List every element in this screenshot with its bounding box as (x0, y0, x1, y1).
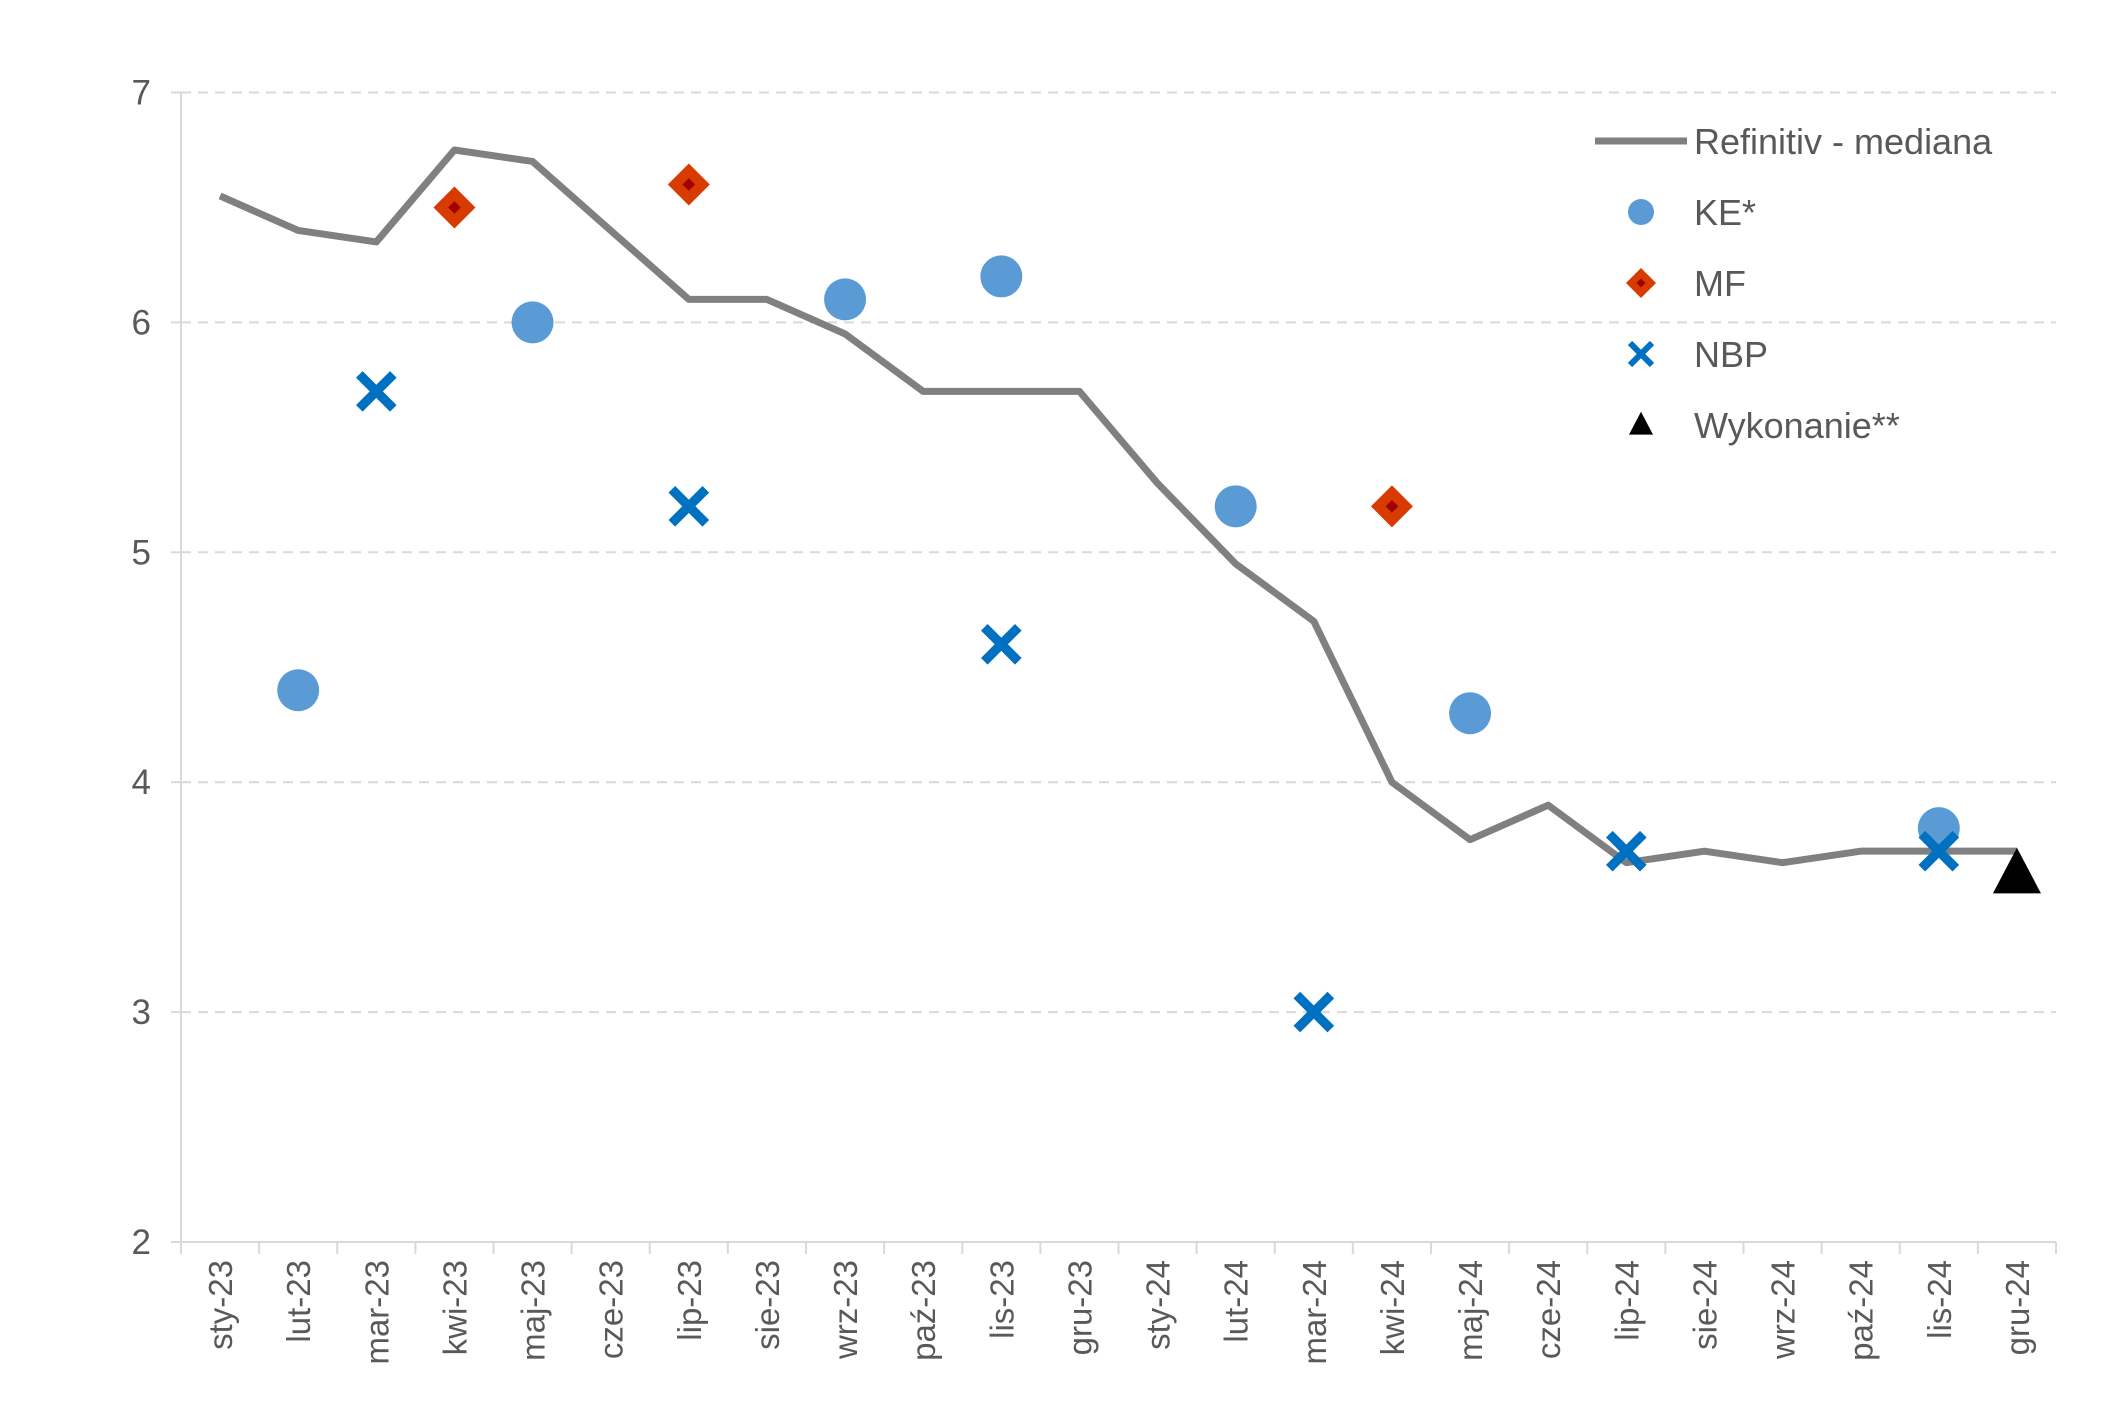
x-tick-label: kwi-23 (436, 1260, 473, 1355)
legend-label-nbp: NBP (1694, 334, 1768, 375)
x-tick-label: maj-23 (515, 1260, 552, 1361)
x-tick-label: lis-23 (983, 1260, 1020, 1339)
x-tick-label: maj-24 (1452, 1260, 1489, 1361)
data-point-mf (433, 186, 476, 229)
data-point-ke (824, 278, 867, 321)
x-tick-label: cze-23 (593, 1260, 630, 1359)
legend-label-mf: MF (1694, 263, 1746, 304)
x-tick-label: kwi-24 (1374, 1260, 1411, 1355)
y-tick-label: 5 (132, 533, 151, 572)
data-point-mf (667, 163, 710, 206)
series-line-refinitiv-mediana (218, 146, 2017, 867)
y-tick-label: 6 (132, 303, 151, 342)
data-point-nbp (356, 371, 397, 412)
x-tick-label: sie-23 (749, 1260, 786, 1350)
data-point-mf-core (448, 201, 461, 214)
data-point-nbp (981, 623, 1022, 665)
legend-marker-mf (1626, 268, 1656, 298)
x-tick-label: gru-23 (1061, 1260, 1098, 1355)
x-tick-label: gru-24 (1999, 1260, 2036, 1355)
legend-marker-ke (1628, 199, 1654, 225)
y-tick-label: 7 (132, 74, 151, 113)
data-point-ke (1449, 692, 1492, 735)
y-tick-label: 2 (132, 1223, 151, 1262)
x-tick-label: mar-24 (1296, 1260, 1333, 1365)
x-tick-label: wrz-23 (827, 1260, 864, 1360)
x-tick-label: sty-23 (202, 1260, 239, 1350)
y-tick-label: 3 (132, 993, 151, 1032)
x-tick-label: cze-24 (1530, 1260, 1567, 1359)
data-point-mf-core (1385, 500, 1399, 513)
data-point-mf (1370, 485, 1413, 528)
data-point-nbp (1293, 991, 1335, 1033)
x-tick-label: lip-24 (1608, 1260, 1645, 1341)
data-point-wykonanie (1992, 847, 2041, 894)
legend-label-refinitiv-mediana: Refinitiv - mediana (1694, 121, 1993, 162)
data-point-ke (511, 301, 554, 344)
legend-label-ke: KE* (1694, 192, 1756, 233)
x-tick-label: lip-23 (671, 1260, 708, 1341)
legend-marker-mf-core (1636, 278, 1646, 288)
x-tick-label: sty-24 (1140, 1260, 1177, 1350)
data-point-ke (980, 255, 1023, 298)
data-point-ke (277, 669, 320, 712)
legend-label-wykonanie: Wykonanie** (1694, 405, 1900, 446)
data-point-mf-core (682, 178, 696, 191)
x-tick-label: lut-23 (280, 1260, 317, 1343)
legend-marker-nbp (1627, 340, 1655, 368)
y-tick-label: 4 (132, 763, 151, 802)
data-point-nbp (668, 486, 710, 527)
data-point-nbp (1606, 830, 1647, 872)
x-tick-label: mar-23 (358, 1260, 395, 1365)
data-point-nbp (1918, 830, 1960, 872)
data-point-ke (1214, 485, 1257, 528)
x-tick-label: paź-24 (1843, 1260, 1880, 1361)
x-tick-label: lis-24 (1921, 1260, 1958, 1339)
x-tick-label: wrz-24 (1765, 1260, 1802, 1360)
x-tick-label: paź-23 (905, 1260, 942, 1361)
x-tick-label: lut-24 (1218, 1260, 1255, 1343)
legend-marker-wykonanie (1629, 411, 1653, 435)
x-tick-label: sie-24 (1686, 1260, 1723, 1350)
